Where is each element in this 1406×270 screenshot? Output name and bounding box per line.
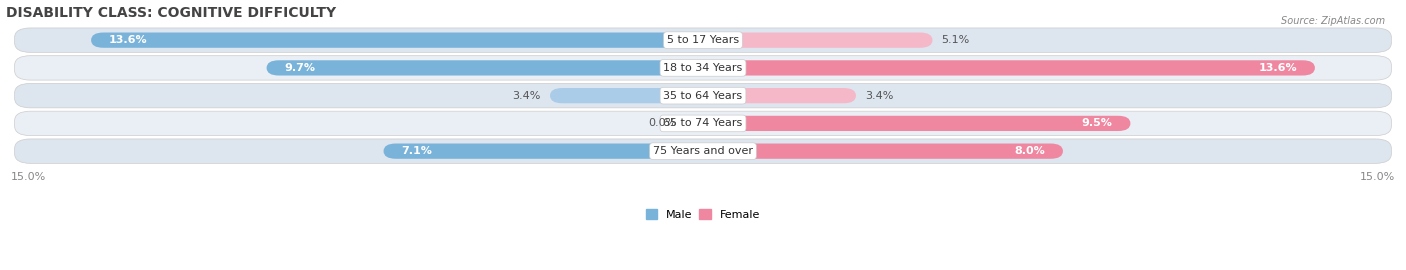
Text: DISABILITY CLASS: COGNITIVE DIFFICULTY: DISABILITY CLASS: COGNITIVE DIFFICULTY <box>6 6 336 19</box>
Text: 3.4%: 3.4% <box>513 91 541 101</box>
Legend: Male, Female: Male, Female <box>641 205 765 224</box>
FancyBboxPatch shape <box>703 32 932 48</box>
FancyBboxPatch shape <box>550 88 703 103</box>
Text: 18 to 34 Years: 18 to 34 Years <box>664 63 742 73</box>
Text: Source: ZipAtlas.com: Source: ZipAtlas.com <box>1281 16 1385 26</box>
Text: 3.4%: 3.4% <box>865 91 893 101</box>
Text: 7.1%: 7.1% <box>402 146 433 156</box>
FancyBboxPatch shape <box>681 116 703 131</box>
Text: 9.7%: 9.7% <box>284 63 315 73</box>
Text: 8.0%: 8.0% <box>1014 146 1045 156</box>
Text: 9.5%: 9.5% <box>1081 119 1112 129</box>
Text: 75 Years and over: 75 Years and over <box>652 146 754 156</box>
FancyBboxPatch shape <box>14 83 1392 108</box>
Text: 5 to 17 Years: 5 to 17 Years <box>666 35 740 45</box>
Text: 13.6%: 13.6% <box>1258 63 1296 73</box>
Text: 35 to 64 Years: 35 to 64 Years <box>664 91 742 101</box>
Text: 0.0%: 0.0% <box>648 119 676 129</box>
FancyBboxPatch shape <box>91 32 703 48</box>
FancyBboxPatch shape <box>703 60 1315 76</box>
Text: 65 to 74 Years: 65 to 74 Years <box>664 119 742 129</box>
FancyBboxPatch shape <box>384 144 703 159</box>
Text: 13.6%: 13.6% <box>110 35 148 45</box>
FancyBboxPatch shape <box>703 116 1130 131</box>
FancyBboxPatch shape <box>703 88 856 103</box>
FancyBboxPatch shape <box>14 139 1392 163</box>
FancyBboxPatch shape <box>14 28 1392 52</box>
Text: 5.1%: 5.1% <box>942 35 970 45</box>
FancyBboxPatch shape <box>14 111 1392 136</box>
FancyBboxPatch shape <box>14 56 1392 80</box>
FancyBboxPatch shape <box>703 144 1063 159</box>
FancyBboxPatch shape <box>267 60 703 76</box>
